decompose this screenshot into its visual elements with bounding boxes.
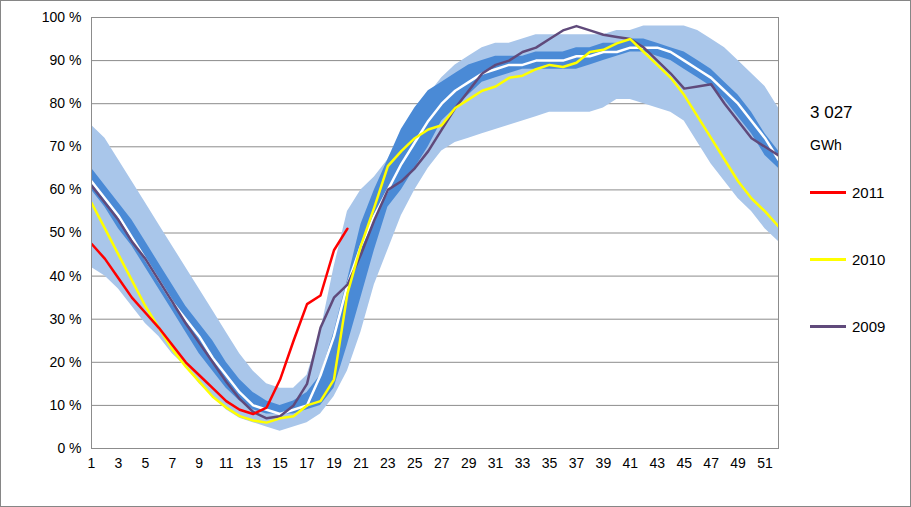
svg-text:30 %: 30 %: [50, 311, 82, 327]
svg-text:50 %: 50 %: [50, 224, 82, 240]
svg-text:3: 3: [115, 455, 123, 471]
svg-text:41: 41: [623, 455, 639, 471]
html-text:GWh: GWh: [810, 137, 842, 153]
svg-text:90 %: 90 %: [50, 52, 82, 68]
svg-text:60 %: 60 %: [50, 181, 82, 197]
svg-text:10 %: 10 %: [50, 397, 82, 413]
svg-text:100 %: 100 %: [42, 9, 82, 25]
svg-text:20 %: 20 %: [50, 354, 82, 370]
svg-text:37: 37: [569, 455, 585, 471]
svg-text:1: 1: [88, 455, 96, 471]
svg-text:5: 5: [141, 455, 149, 471]
svg-text:33: 33: [515, 455, 531, 471]
svg-text:70 %: 70 %: [50, 138, 82, 154]
svg-text:25: 25: [407, 455, 423, 471]
svg-text:43: 43: [649, 455, 665, 471]
svg-text:47: 47: [703, 455, 719, 471]
svg-text:45: 45: [676, 455, 692, 471]
svg-text:9: 9: [195, 455, 203, 471]
svg-text:7: 7: [168, 455, 176, 471]
svg-text:51: 51: [757, 455, 773, 471]
svg-text:27: 27: [434, 455, 450, 471]
svg-text:11: 11: [219, 455, 234, 471]
svg-text:35: 35: [542, 455, 558, 471]
svg-text:80 %: 80 %: [50, 95, 82, 111]
html-text:2009: 2009: [852, 318, 886, 335]
html-text:2010: 2010: [852, 251, 886, 268]
svg-text:49: 49: [730, 455, 746, 471]
svg-text:21: 21: [353, 455, 369, 471]
svg-text:19: 19: [326, 455, 342, 471]
svg-text:29: 29: [461, 455, 477, 471]
html-text:3 027: 3 027: [810, 103, 853, 122]
svg-text:23: 23: [380, 455, 396, 471]
svg-text:17: 17: [299, 455, 315, 471]
html-text:2011: 2011: [852, 184, 885, 201]
svg-text:0 %: 0 %: [57, 440, 81, 456]
svg-text:40 %: 40 %: [50, 268, 82, 284]
svg-text:15: 15: [272, 455, 288, 471]
svg-text:31: 31: [488, 455, 504, 471]
svg-text:13: 13: [245, 455, 261, 471]
svg-text:39: 39: [596, 455, 612, 471]
